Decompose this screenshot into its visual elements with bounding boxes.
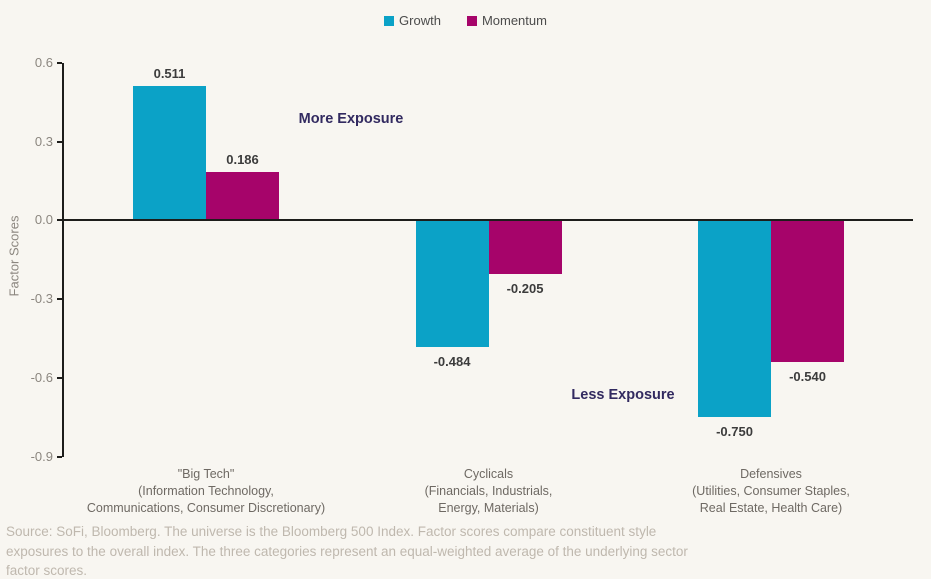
growth-bar (415, 220, 489, 348)
source-note-line: Source: SoFi, Bloomberg. The universe is… (6, 524, 657, 539)
legend-item-growth: Growth (384, 13, 441, 28)
source-note: Source: SoFi, Bloomberg. The universe is… (6, 522, 688, 579)
y-tick-mark (57, 219, 62, 222)
exposure-annotation: Less Exposure (571, 387, 675, 403)
y-tick-mark (57, 140, 62, 143)
y-tick-label: -0.6 (30, 369, 53, 385)
category-label-line: (Financials, Industrials, (424, 484, 553, 498)
category-label-line: Energy, Materials) (438, 501, 539, 515)
bar-value-label: 0.511 (153, 66, 186, 82)
category-label: Defensives (Utilities, Consumer Staples, R… (611, 466, 931, 517)
y-tick-label: -0.9 (30, 448, 53, 464)
growth-bar (698, 220, 771, 418)
category-label-line: (Information Technology, (138, 484, 274, 498)
y-tick-mark (57, 298, 62, 301)
momentum-bar (206, 171, 279, 221)
category-label-line: Communications, Consumer Discretionary) (86, 501, 326, 515)
bar-value-label: -0.484 (433, 354, 471, 370)
category-label-line: Cyclicals (463, 467, 514, 481)
y-tick-mark (57, 62, 62, 64)
y-axis-line (62, 63, 64, 457)
bar-value-label: -0.540 (789, 369, 826, 385)
momentum-swatch-icon (466, 15, 477, 26)
y-tick-label: 0.6 (34, 55, 53, 70)
legend-label: Momentum (481, 13, 547, 28)
y-axis-title: Factor Scores (6, 215, 22, 297)
category-label: "Big Tech" (Information Technology, Commun… (46, 466, 366, 517)
momentum-bar (488, 220, 562, 275)
momentum-bar (771, 220, 844, 363)
bar-value-label: -0.205 (506, 281, 544, 297)
bar-value-label: -0.750 (716, 424, 753, 440)
growth-swatch-icon (384, 15, 395, 26)
legend-item-momentum: Momentum (466, 13, 547, 28)
bar-value-label: 0.186 (226, 151, 259, 167)
chart-legend: Growth Momentum (0, 13, 931, 28)
growth-bar (133, 86, 206, 221)
source-note-line: factor scores. (6, 563, 88, 578)
source-note-line: exposures to the overall index. The thre… (6, 543, 688, 559)
category-label-line: (Utilities, Consumer Staples, (692, 484, 850, 498)
category-label-line: "Big Tech" (177, 467, 235, 481)
legend-label: Growth (399, 13, 441, 28)
category-label-line: Real Estate, Health Care) (699, 501, 843, 515)
y-tick-label: 0.3 (34, 133, 53, 149)
y-tick-mark (57, 455, 62, 458)
y-tick-label: -0.3 (30, 291, 53, 307)
category-label: Cyclicals (Financials, Industrials, Energy… (329, 466, 649, 517)
y-tick-label: 0.0 (34, 212, 53, 228)
zero-baseline (62, 219, 913, 222)
exposure-annotation: More Exposure (298, 111, 404, 127)
category-label-line: Defensives (740, 467, 802, 481)
y-tick-mark (57, 376, 62, 379)
